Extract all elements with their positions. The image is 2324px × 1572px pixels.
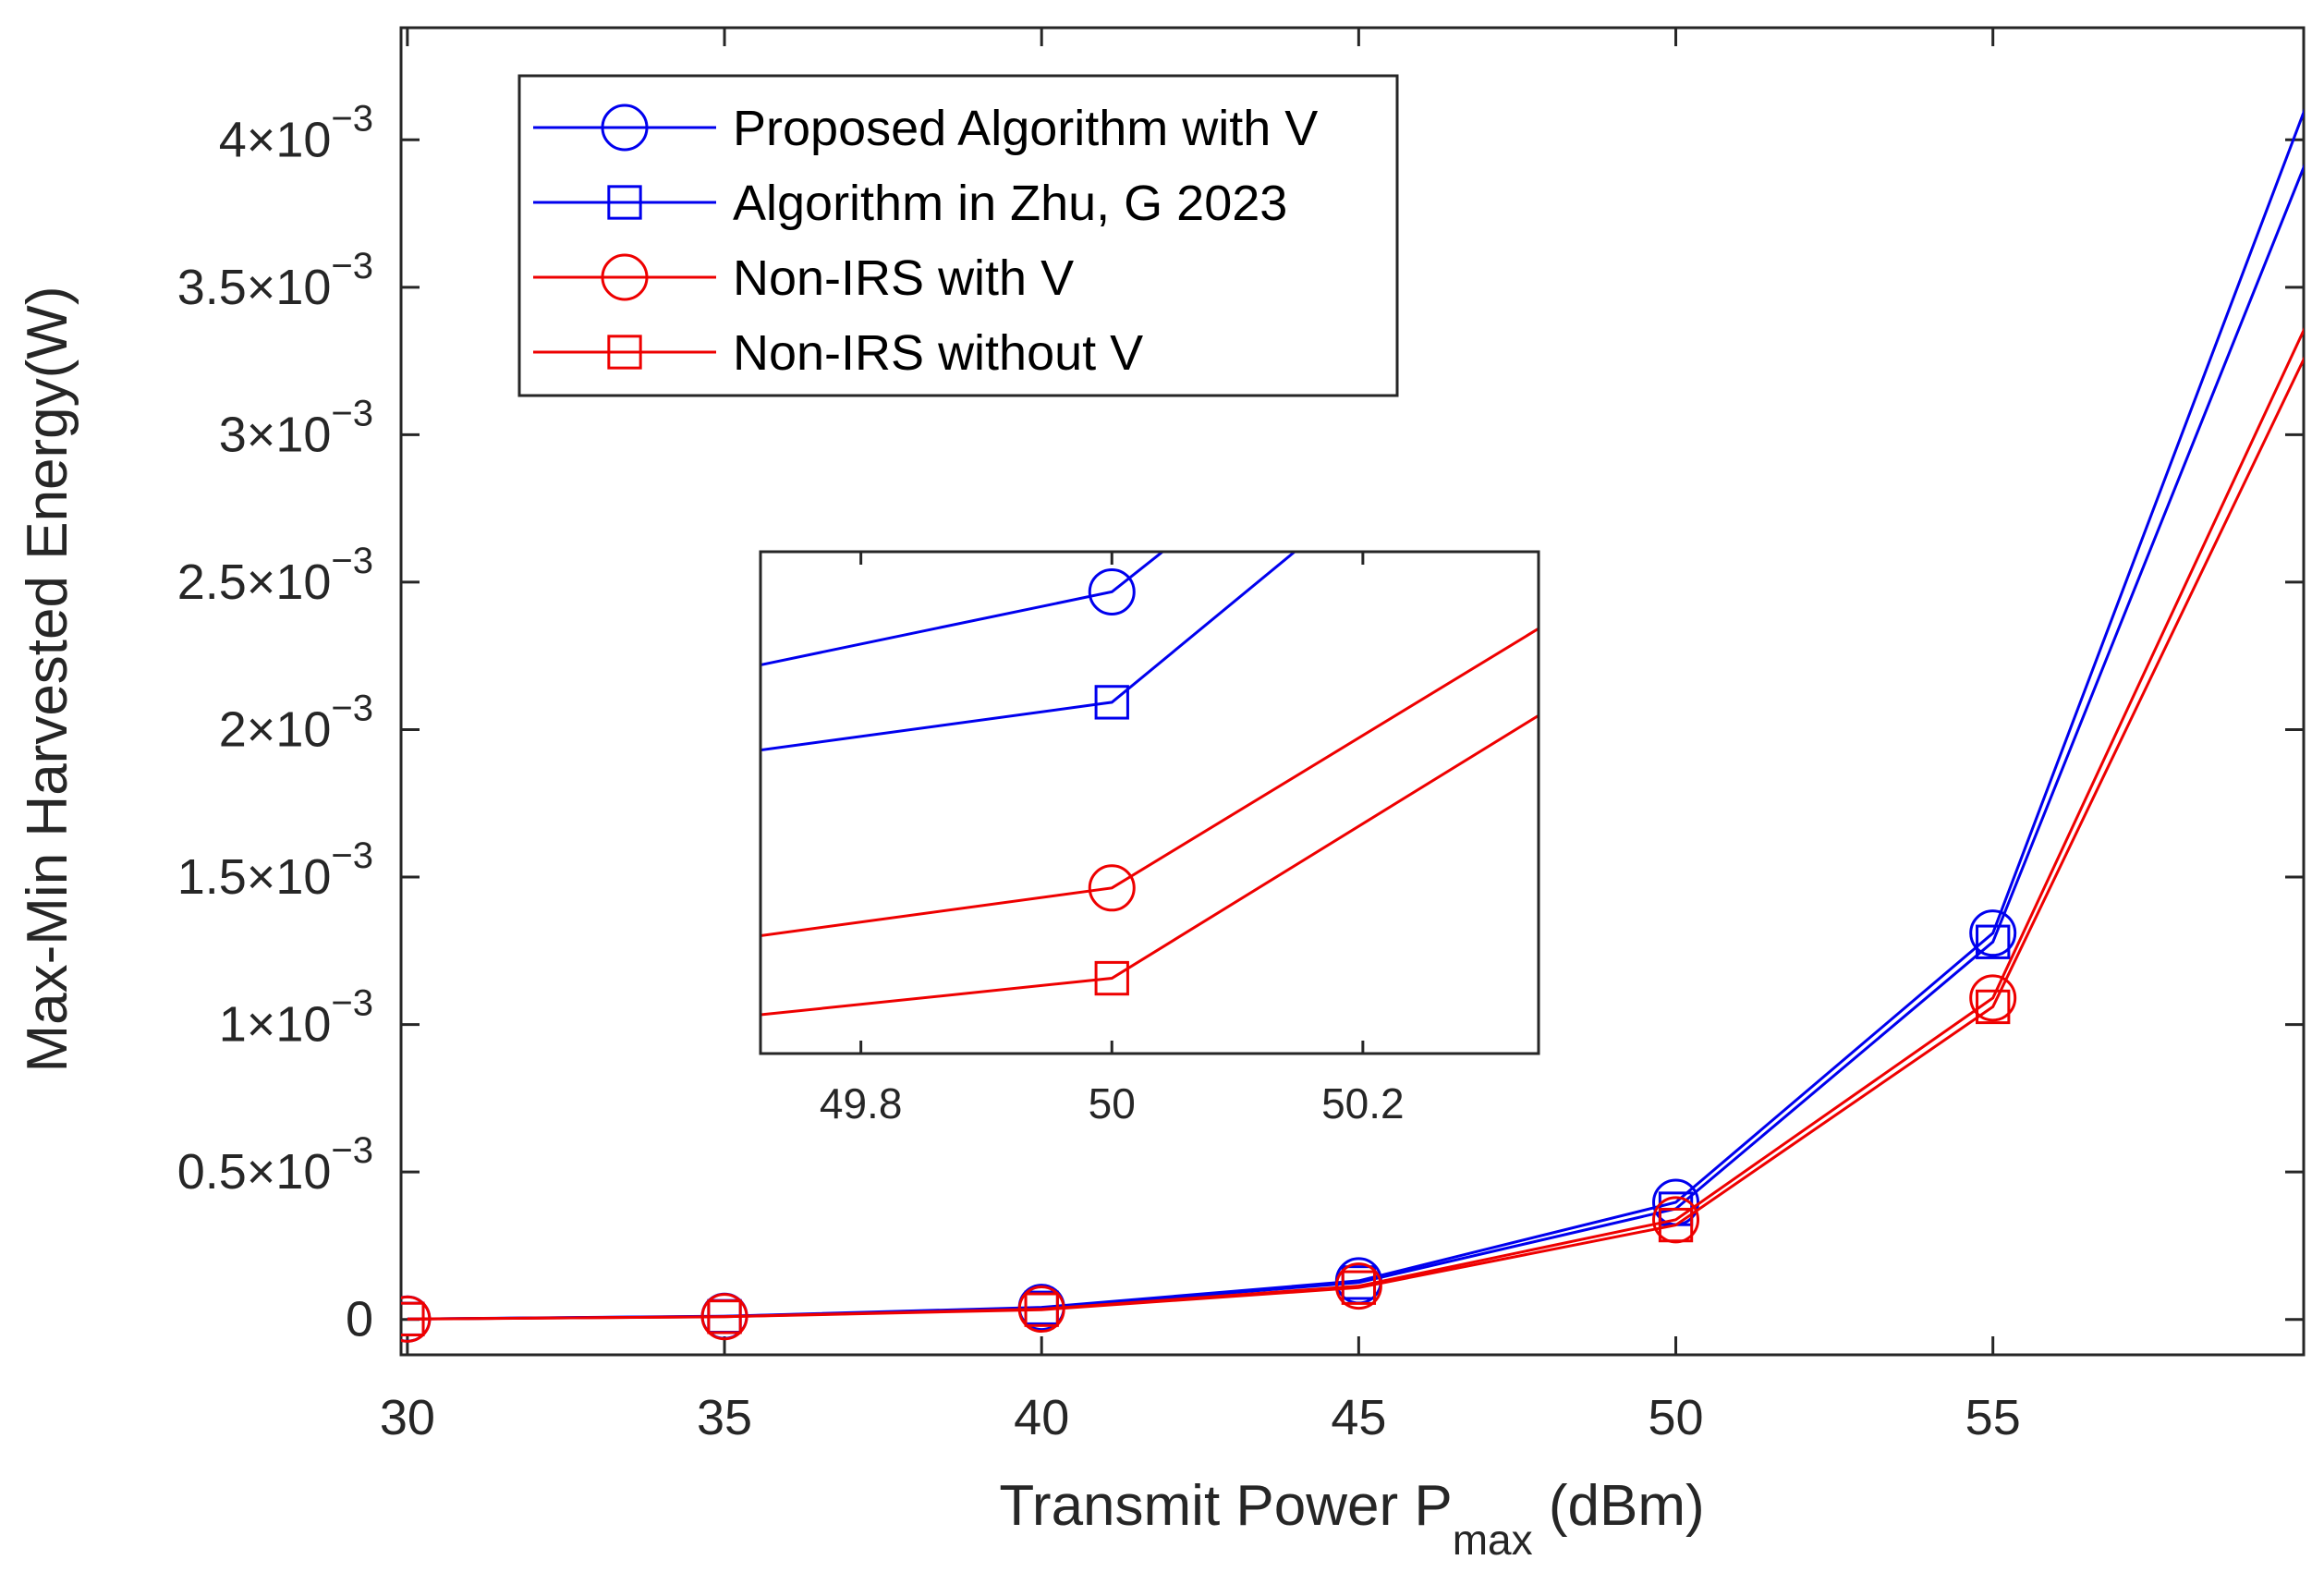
inset-data-point [1094, 685, 1129, 720]
inset-series-2 [760, 552, 1297, 752]
inset-series-4 [760, 713, 1539, 1017]
x-axis-title-main: Transmit Power P [999, 1474, 1452, 1538]
data-point [1976, 924, 2011, 959]
data-point [1976, 989, 2011, 1025]
inset-series-line [760, 627, 1539, 938]
y-tick-label: 1.5×10−3 [177, 835, 373, 905]
data-point [401, 1301, 425, 1337]
legend-label: Proposed Algorithm with V [733, 101, 1318, 156]
inset-x-tick-label: 50 [1089, 1079, 1136, 1127]
data-point [707, 1299, 742, 1334]
x-axis-title: Transmit Power Pmax (dBm) [999, 1474, 1704, 1564]
series-line [407, 356, 2304, 1321]
legend-entry: Proposed Algorithm with V [533, 101, 1318, 156]
data-point [1024, 1292, 1059, 1327]
legend-box [517, 74, 1399, 397]
inset-series-3 [760, 627, 1539, 938]
y-tick-label: 1×10−3 [219, 983, 373, 1053]
inset-data-point [1088, 567, 1136, 615]
inset-data-point [1094, 960, 1129, 996]
legend-marker [607, 335, 642, 370]
legend-marker [607, 185, 642, 220]
legend-entry: Non-IRS without V [533, 325, 1143, 381]
data-point [1969, 909, 2017, 957]
data-point [1341, 1270, 1377, 1305]
y-tick-label: 4×10−3 [219, 98, 373, 167]
x-axis-title-unit: (dBm) [1533, 1474, 1705, 1538]
x-tick-label: 55 [1965, 1390, 2021, 1445]
plot-frame [399, 26, 2306, 1357]
y-tick-label: 0.5×10−3 [177, 1130, 373, 1200]
data-point [1969, 974, 2017, 1022]
y-tick-label: 2.5×10−3 [177, 541, 373, 610]
legend-marker [601, 253, 649, 301]
inset-series-1 [760, 552, 1165, 667]
legend-marker [601, 104, 649, 152]
legend-label: Algorithm in Zhu, G 2023 [733, 176, 1287, 231]
x-tick-label: 30 [380, 1390, 435, 1445]
y-tick-label: 0 [346, 1292, 373, 1347]
x-axis-title-subscript: max [1453, 1516, 1533, 1564]
y-tick-label: 2×10−3 [219, 688, 373, 757]
inset-series-line [760, 713, 1539, 1017]
x-tick-label: 50 [1648, 1390, 1703, 1445]
inset-x-tick-label: 49.8 [820, 1079, 903, 1127]
data-point [1658, 1207, 1694, 1243]
data-point [1334, 1262, 1382, 1310]
legend-label: Non-IRS without V [733, 325, 1143, 381]
series-4 [401, 356, 2304, 1337]
x-tick-label: 40 [1014, 1390, 1069, 1445]
inset-frame [759, 550, 1540, 1055]
inset-data-point [1088, 864, 1136, 912]
x-tick-label: 35 [697, 1390, 752, 1445]
y-tick-label: 3.5×10−3 [177, 246, 373, 315]
inset-x-tick-label: 50.2 [1321, 1079, 1405, 1127]
inset-background [760, 552, 1539, 1054]
inset-series-line [760, 552, 1165, 667]
y-axis-title: Max-Min Harvested Energy(W) [16, 286, 79, 1073]
inset-data [760, 552, 1539, 1017]
inset-series-line [760, 552, 1297, 752]
legend-entry: Algorithm in Zhu, G 2023 [533, 176, 1287, 231]
y-tick-label: 3×10−3 [219, 393, 373, 462]
legend-label: Non-IRS with V [733, 250, 1074, 306]
x-tick-label: 45 [1331, 1390, 1386, 1445]
legend-entry: Non-IRS with V [533, 250, 1074, 306]
